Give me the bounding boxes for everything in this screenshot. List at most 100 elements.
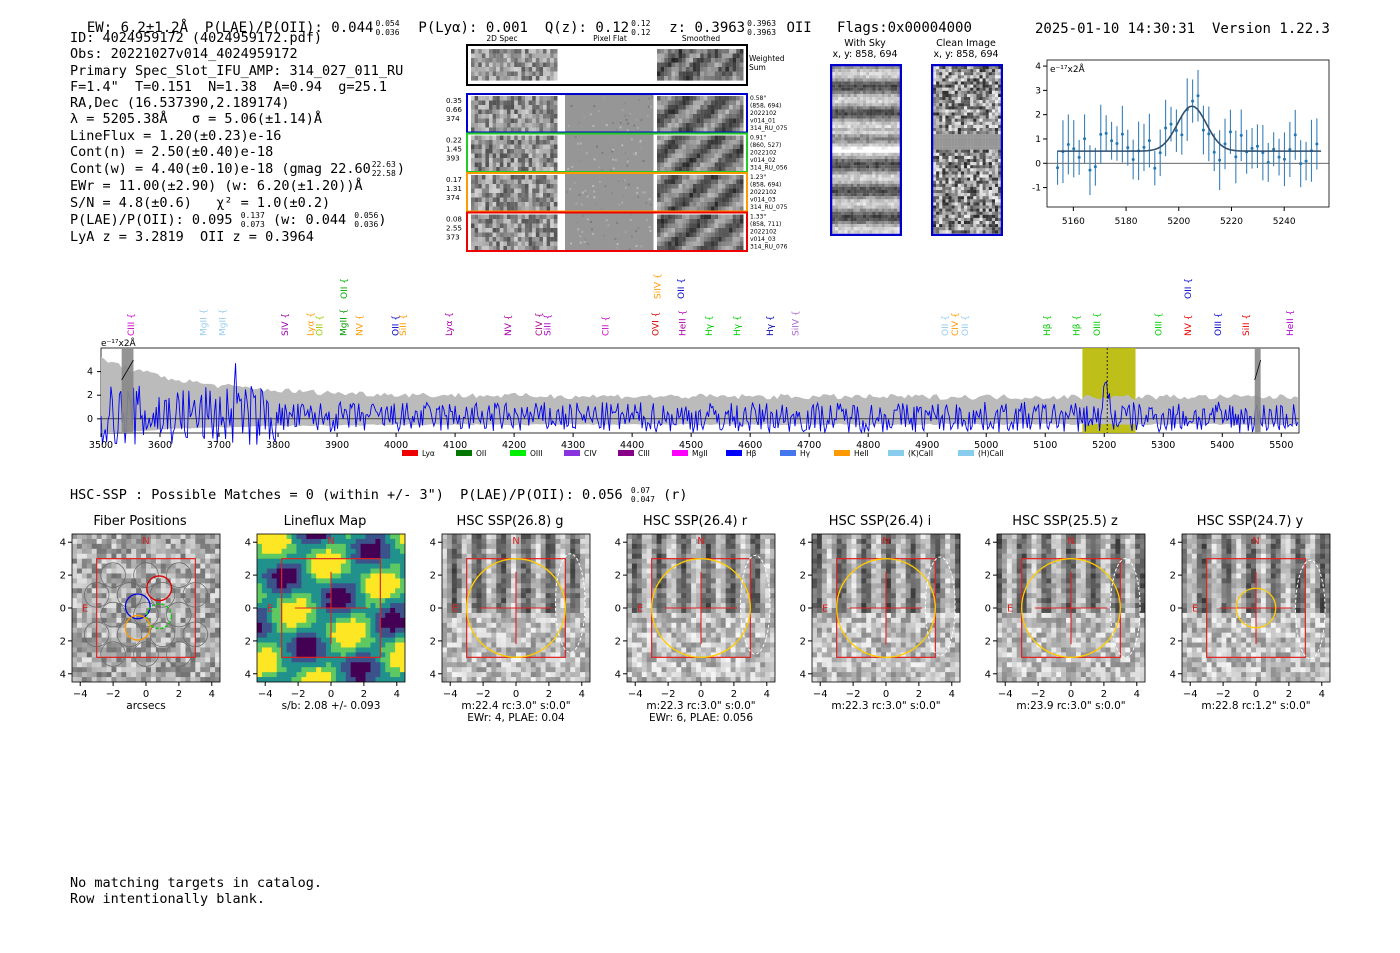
spectrum-xtick: 4300 [561, 440, 585, 451]
spectrum-ytick: 0 [87, 414, 93, 425]
info-radec: RA,Dec (16.537390,2.189174) [70, 95, 290, 112]
fit-ytick: 2 [1035, 111, 1041, 121]
header-z-hi: 0.3963 [747, 19, 777, 28]
legend-entry: Lyα [422, 449, 435, 458]
cutout-row-meta: (860, 527) [750, 142, 781, 149]
panel-xtick: 0 [1253, 689, 1259, 700]
panel-xtick: 0 [328, 689, 334, 700]
header-qz-lo: 0.12 [631, 28, 651, 37]
clean-label: Clean Image [936, 38, 996, 49]
spectrum-ticks: 4 2 0 3500 3600 3700 3800 3900 4000 4100 4200 4300 4… [87, 367, 1293, 451]
imaging-panel: N E −4 −4 −2 −2 0 0 2 2 4 4 m:22.3 rc:3.0" s:0.0" [800, 533, 961, 712]
panel-xtick: −2 [1031, 689, 1046, 700]
panel-title: HSC SSP(25.5) z [1012, 514, 1118, 529]
cutout-row-meta: 2022102 [750, 150, 777, 157]
panel-xtick: 2 [1101, 689, 1107, 700]
fit-axes-frame [1046, 59, 1330, 208]
legend-entry: OIII [530, 449, 543, 458]
panel-xtick: −2 [291, 689, 306, 700]
cutout-row-meta: v014_01 [750, 118, 776, 125]
header-z-line: OII [786, 20, 812, 36]
plae-hi: 0.137 [240, 210, 265, 220]
cutout-row-stat: 0.66 [446, 105, 462, 114]
panel-caption: m:23.9 rc:3.0" s:0.0" [1016, 700, 1125, 712]
spectrum-xtick: 4000 [384, 440, 408, 451]
hsc-lo: 0.047 [630, 495, 655, 504]
panel-ytick: 2 [1170, 571, 1176, 582]
info-contw: Cont(w) = 4.40(±0.10)e-18 (gmag 22.6022.… [70, 160, 405, 178]
cutout-row-meta: v014_03 [750, 197, 776, 204]
emission-line-label: OIII { [1155, 312, 1165, 336]
spectrum-xtick: 3500 [89, 440, 113, 451]
spectrum-ytick: 4 [87, 367, 93, 378]
info-block: ID: 4024959172 (4024959172.pdf) Obs: 202… [70, 30, 405, 245]
clean-xy: x, y: 858, 694 [933, 49, 999, 60]
imaging-panel: N E −4 −4 −2 −2 0 0 2 2 4 4 m:22.8 rc:1.2" s:0.0" [1170, 533, 1331, 712]
spectrum-xtick: 3900 [325, 440, 349, 451]
imaging-panel: N E −4 −4 −2 −2 0 0 2 2 4 4 m:22.4 rc:3.0" s:0.0"EWr… [430, 533, 591, 724]
spectrum-xtick: 3800 [266, 440, 290, 451]
spectrum-xtick: 5300 [1151, 440, 1175, 451]
cutout-grid: 2D Spec Pixel Flat Smoothed Weighted Sum… [446, 34, 788, 252]
spectrum-ylabel: e⁻¹⁷x2Å [101, 337, 137, 349]
panel-ytick: −4 [245, 669, 251, 680]
panel-title: HSC SSP(26.4) i [828, 514, 932, 529]
cutout-row-stat: 0.35 [446, 96, 462, 105]
emission-line-label: Lyα { [307, 312, 317, 336]
cutout-row-meta: 314_RU_075 [750, 204, 788, 211]
legend-entry: Hβ [746, 449, 757, 458]
panel-xtick: 4 [1319, 689, 1325, 700]
info-contw-text: Cont(w) = 4.40(±0.10)e-18 (gmag 22.60 [70, 161, 371, 178]
panel-xtick: 4 [949, 689, 955, 700]
plae-w-hi: 0.056 [354, 210, 379, 220]
panel-xtick: −4 [628, 689, 643, 700]
spectrum-xtick: 4200 [502, 440, 526, 451]
east-marker: E [637, 603, 643, 614]
panel-xtick: 2 [176, 689, 182, 700]
panel-ytick: 4 [985, 538, 991, 549]
panel-xtick: 0 [1068, 689, 1074, 700]
header-qz: Q(z): 0.12 [544, 20, 630, 36]
header-qz-hi: 0.12 [631, 19, 651, 28]
spectrum-xtick: 4600 [738, 440, 762, 451]
panel-caption-2: EWr: 4, PLAE: 0.04 [467, 712, 565, 724]
panel-ytick: −2 [615, 636, 621, 647]
panel-xtick: −4 [998, 689, 1013, 700]
panel-ytick: 2 [245, 571, 251, 582]
spectrum-xtick: 5100 [1033, 440, 1057, 451]
cutout-row-meta: 314_RU_075 [750, 125, 788, 132]
panel-ytick: 4 [245, 538, 251, 549]
cutout-row-meta: 314_RU_076 [750, 244, 788, 251]
panel-ytick: −4 [800, 669, 806, 680]
panel-ytick: 2 [615, 571, 621, 582]
east-marker: E [1007, 603, 1013, 614]
panel-ytick: 2 [800, 571, 806, 582]
emission-line-label: MgII { [219, 309, 229, 336]
panel-title: HSC SSP(24.7) y [1196, 514, 1304, 529]
plae-w-lo: 0.036 [354, 219, 379, 229]
spectrum-xtick: 3700 [207, 440, 231, 451]
fit-data [1047, 69, 1329, 196]
emission-line-label: CIV { [535, 312, 545, 336]
north-marker: N [1252, 536, 1259, 547]
fit-xtick: 5180 [1115, 217, 1138, 227]
cutout-row-meta: 2022102 [750, 189, 777, 196]
emission-line-label: OII { [340, 278, 350, 299]
panel-ytick: −4 [985, 669, 991, 680]
panel-xtick: −4 [1183, 689, 1198, 700]
emission-line-label: CII { [602, 316, 612, 336]
emission-line-markers: CIII {MgII {MgII {SIV {Lyα {OII {MgII {O… [127, 273, 1296, 336]
catalog-note-line1: No matching targets in catalog. [70, 875, 322, 891]
plae-lo: 0.073 [240, 219, 265, 229]
fit-xtick: 5160 [1062, 217, 1085, 227]
panel-xtick: 4 [394, 689, 400, 700]
panel-ytick: 0 [245, 604, 251, 615]
east-marker: E [822, 603, 828, 614]
info-lambda: λ = 5205.38Å σ = 5.06(±1.14)Å [70, 111, 322, 128]
panel-xtick: 0 [698, 689, 704, 700]
emission-line-label: MgII { [200, 309, 210, 336]
spectrum-xtick: 5400 [1210, 440, 1234, 451]
cutout-row-stat: 0.22 [446, 136, 462, 145]
fit-ticks: 4 3 2 1 0 -1 5160 5180 5200 5220 5240 [1032, 62, 1296, 227]
